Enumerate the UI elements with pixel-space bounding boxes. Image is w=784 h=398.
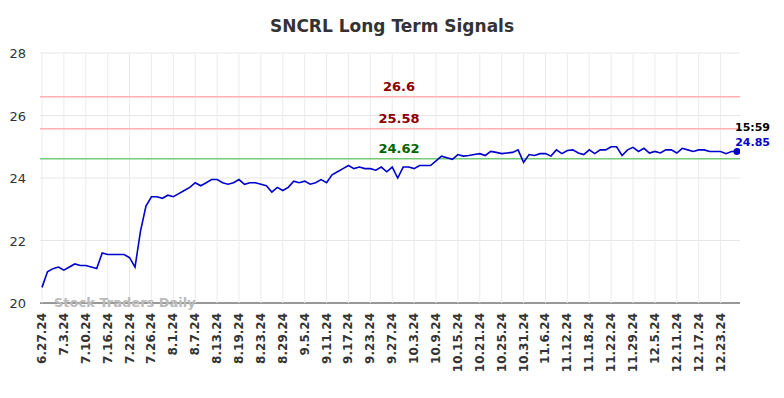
- grid-line: [479, 53, 480, 303]
- title: SNCRL Long Term Signals: [270, 16, 514, 36]
- grid-line: [173, 53, 174, 303]
- reference-label: 24.62: [378, 141, 419, 156]
- grid-line: [654, 53, 655, 303]
- grid-line: [304, 53, 305, 303]
- x-tick-label: 8.19.24: [232, 313, 246, 364]
- x-tick-label: 6.27.24: [35, 313, 49, 364]
- x-tick-label: 11.6.24: [538, 313, 552, 364]
- grid-line: [195, 53, 196, 303]
- reference-line: [40, 158, 740, 160]
- price-line: [42, 147, 737, 288]
- grid-line: [457, 53, 458, 303]
- grid-line: [370, 53, 371, 303]
- grid-line: [63, 53, 64, 303]
- grid-line: [720, 53, 721, 303]
- x-tick-label: 10.9.24: [429, 313, 443, 364]
- x-tick-label: 10.25.24: [495, 313, 509, 372]
- grid-line: [436, 53, 437, 303]
- grid-line: [151, 53, 152, 303]
- grid-line: [698, 53, 699, 303]
- x-tick-label: 7.10.24: [79, 313, 93, 364]
- grid-line: [107, 53, 108, 303]
- grid-line: [260, 53, 261, 303]
- x-tick-label: 8.7.24: [188, 313, 202, 356]
- y-tick-label: 26: [9, 109, 26, 124]
- x-tick-label: 9.27.24: [385, 313, 399, 364]
- x-tick-label: 9.11.24: [320, 313, 334, 364]
- x-tick-label: 10.15.24: [451, 313, 465, 372]
- grid-line: [326, 53, 327, 303]
- grid-line: [567, 53, 568, 303]
- grid-line: [589, 53, 590, 303]
- x-tick-label: 10.3.24: [407, 313, 421, 364]
- grid-line: [40, 240, 740, 241]
- x-tick-label: 8.1.24: [166, 313, 180, 356]
- reference-label: 26.6: [383, 79, 415, 94]
- x-tick-label: 8.23.24: [254, 313, 268, 364]
- grid-line: [348, 53, 349, 303]
- x-tick-label: 8.29.24: [276, 313, 290, 364]
- y-tick-label: 22: [9, 234, 26, 249]
- grid-line: [239, 53, 240, 303]
- y-tick-label: 24: [9, 171, 26, 186]
- last-value-label: 24.85: [735, 136, 770, 149]
- x-tick-label: 7.26.24: [144, 313, 158, 364]
- grid-line: [676, 53, 677, 303]
- grid-line: [40, 178, 740, 179]
- grid-line: [633, 53, 634, 303]
- x-tick-label: 12.11.24: [670, 313, 684, 372]
- x-tick-label: 12.23.24: [714, 313, 728, 372]
- x-tick-label: 10.21.24: [473, 313, 487, 372]
- x-tick-label: 9.5.24: [298, 313, 312, 356]
- x-tick-label: 12.5.24: [648, 313, 662, 364]
- y-tick-label: 20: [9, 296, 26, 311]
- plot: [42, 147, 740, 288]
- grid-line: [501, 53, 502, 303]
- x-tick-label: 11.12.24: [560, 313, 574, 372]
- x-tick-label: 8.13.24: [210, 313, 224, 364]
- x-tick-label: 11.22.24: [604, 313, 618, 372]
- x-tick-label: 7.22.24: [123, 313, 137, 364]
- time-label: 15:59: [735, 121, 770, 134]
- x-tick-label: 11.18.24: [582, 313, 596, 372]
- grid-line: [40, 53, 740, 54]
- reference-line: [40, 96, 740, 98]
- x-tick-label: 10.31.24: [517, 313, 531, 372]
- chart: SNCRL Long Term Signals 20 22 24 26 28 6.27.24…: [0, 0, 784, 398]
- grid-line: [545, 53, 546, 303]
- grid-line: [129, 53, 130, 303]
- reference-label: 25.58: [378, 111, 419, 126]
- x-tick-label: 9.17.24: [341, 313, 355, 364]
- x-tick-label: 7.16.24: [101, 313, 115, 364]
- x-tick-label: 9.23.24: [363, 313, 377, 364]
- x-tick-label: 11.29.24: [626, 313, 640, 372]
- reference-line: [40, 128, 740, 130]
- grid-line: [282, 53, 283, 303]
- x-tick-label: 7.3.24: [57, 313, 71, 356]
- y-tick-label: 28: [9, 46, 26, 61]
- grid-line: [217, 53, 218, 303]
- grid-line: [42, 53, 43, 303]
- grid-line: [611, 53, 612, 303]
- x-tick-label: 12.17.24: [692, 313, 706, 372]
- watermark: Stock Traders Daily: [54, 295, 196, 310]
- grid-line: [523, 53, 524, 303]
